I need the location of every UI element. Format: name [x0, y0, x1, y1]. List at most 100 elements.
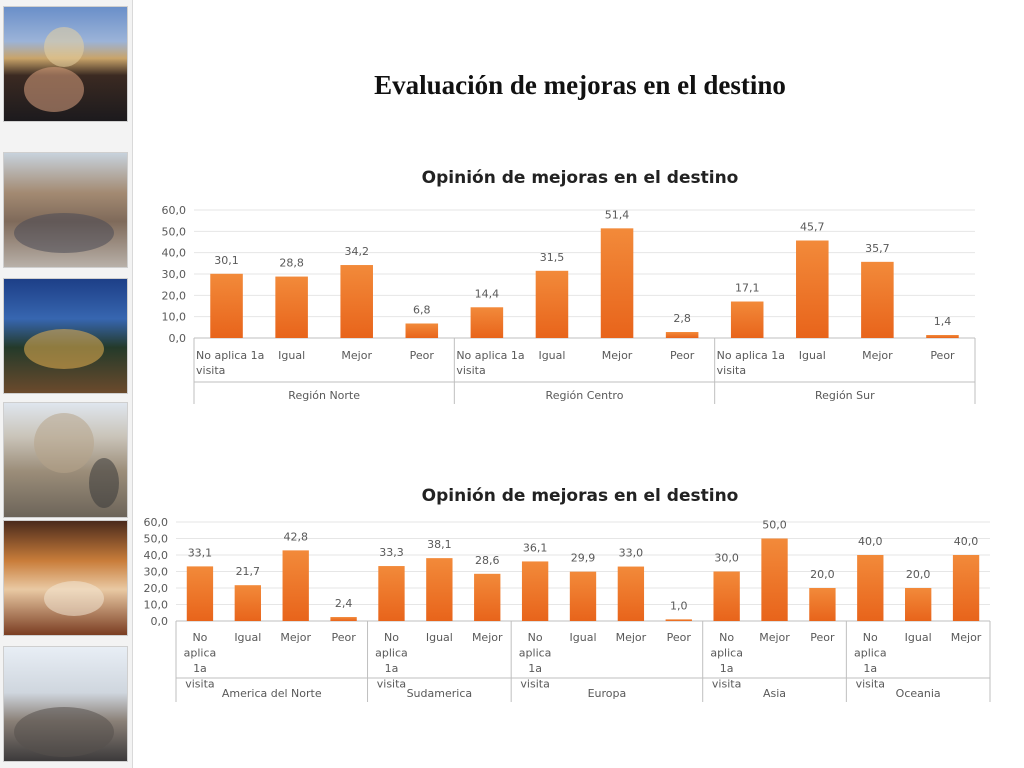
category-label: 1a	[385, 662, 399, 675]
data-label: 50,0	[762, 519, 787, 532]
category-label: visita	[712, 678, 741, 691]
group-label: Oceania	[896, 687, 941, 700]
bar	[426, 558, 453, 621]
category-label: Mejor	[759, 631, 790, 644]
group-label: Región Centro	[546, 389, 624, 402]
bar	[665, 619, 692, 621]
data-label: 35,7	[865, 242, 890, 255]
category-label: Igual	[538, 349, 565, 362]
category-label: No	[192, 631, 207, 644]
category-label: visita	[456, 364, 485, 377]
data-label: 6,8	[413, 303, 431, 316]
group-label: Región Sur	[815, 389, 875, 402]
category-label: visita	[196, 364, 225, 377]
category-label: Peor	[930, 349, 955, 362]
data-label: 2,4	[335, 597, 353, 610]
bar	[535, 270, 569, 338]
night-courtyard-photo	[3, 278, 128, 394]
category-label: No aplica 1a	[196, 349, 264, 362]
category-label: Igual	[278, 349, 305, 362]
bar	[905, 588, 932, 621]
data-label: 33,0	[619, 547, 644, 560]
category-label: Peor	[410, 349, 435, 362]
category-label: Mejor	[602, 349, 633, 362]
continent-chart: Opinión de mejoras en el destino 0,0 10,0…	[140, 478, 1020, 708]
y-tick-label: 0,0	[151, 615, 169, 628]
category-label: 1a	[528, 662, 542, 675]
bar	[330, 617, 357, 621]
category-label: aplica	[519, 647, 552, 660]
category-label: 1a	[863, 662, 877, 675]
bar	[761, 538, 788, 621]
category-label: Igual	[570, 631, 597, 644]
data-label: 28,6	[475, 554, 500, 567]
bar	[521, 561, 549, 621]
data-label: 17,1	[735, 282, 760, 295]
chart-title: Opinión de mejoras en el destino	[421, 486, 739, 506]
data-label: 40,0	[858, 535, 883, 548]
data-label: 36,1	[523, 541, 548, 554]
group-label: Sudamerica	[407, 687, 473, 700]
bar	[952, 555, 980, 621]
bar	[569, 571, 597, 621]
data-label: 45,7	[800, 221, 825, 234]
y-tick-label: 50,0	[144, 533, 169, 546]
y-tick-label: 50,0	[162, 225, 187, 238]
y-tick-label: 20,0	[162, 289, 187, 302]
y-tick-label: 60,0	[144, 516, 169, 529]
group-label: Región Norte	[288, 389, 360, 402]
category-label: aplica	[710, 647, 743, 660]
category-label: Peor	[667, 631, 692, 644]
data-label: 2,8	[673, 312, 691, 325]
y-tick-label: 30,0	[162, 268, 187, 281]
category-label: No aplica 1a	[717, 349, 785, 362]
data-label: 33,1	[188, 546, 213, 559]
bar	[857, 555, 884, 621]
hotel-room-photo	[3, 520, 128, 636]
category-label: No	[863, 631, 878, 644]
data-label: 51,4	[605, 208, 630, 221]
category-label: visita	[717, 364, 746, 377]
y-tick-label: 10,0	[162, 311, 187, 324]
y-tick-label: 40,0	[144, 549, 169, 562]
bar	[926, 335, 959, 338]
data-label: 14,4	[475, 287, 500, 300]
bar	[474, 573, 501, 621]
category-label: Igual	[426, 631, 453, 644]
data-label: 20,0	[906, 568, 931, 581]
y-tick-label: 30,0	[144, 566, 169, 579]
group-label: America del Norte	[222, 687, 322, 700]
category-label: visita	[856, 678, 885, 691]
street-crowd-photo	[3, 152, 128, 268]
category-label: Peor	[670, 349, 695, 362]
category-label: Mejor	[616, 631, 647, 644]
photo-strip	[0, 0, 133, 768]
bar	[809, 588, 836, 621]
continent-chart-svg: 0,0 10,0 20,0 30,0 40,0 50,0 60,0 33,1 No aplica 1…	[144, 516, 991, 702]
category-label: Mejor	[341, 349, 372, 362]
bar	[405, 323, 439, 338]
bar	[470, 307, 504, 338]
data-label: 33,3	[379, 546, 404, 559]
category-label: visita	[185, 678, 214, 691]
group-label: Asia	[763, 687, 786, 700]
category-label: aplica	[184, 647, 217, 660]
y-tick-label: 60,0	[162, 204, 187, 217]
bar	[340, 265, 373, 338]
category-label: Igual	[905, 631, 932, 644]
category-label: No	[528, 631, 543, 644]
airport-travelers-photo	[3, 646, 128, 762]
data-label: 34,2	[344, 245, 369, 258]
category-label: No	[384, 631, 399, 644]
city-cathedral-photo	[3, 6, 128, 122]
category-label: 1a	[193, 662, 207, 675]
bar	[665, 332, 699, 338]
category-label: Igual	[799, 349, 826, 362]
data-label: 38,1	[427, 538, 452, 551]
y-tick-label: 0,0	[169, 332, 187, 345]
page-title: Evaluación de mejoras en el destino	[374, 70, 786, 100]
church-plaza-photo	[3, 402, 128, 518]
category-label: aplica	[854, 647, 887, 660]
category-label: 1a	[720, 662, 734, 675]
category-label: Mejor	[951, 631, 982, 644]
